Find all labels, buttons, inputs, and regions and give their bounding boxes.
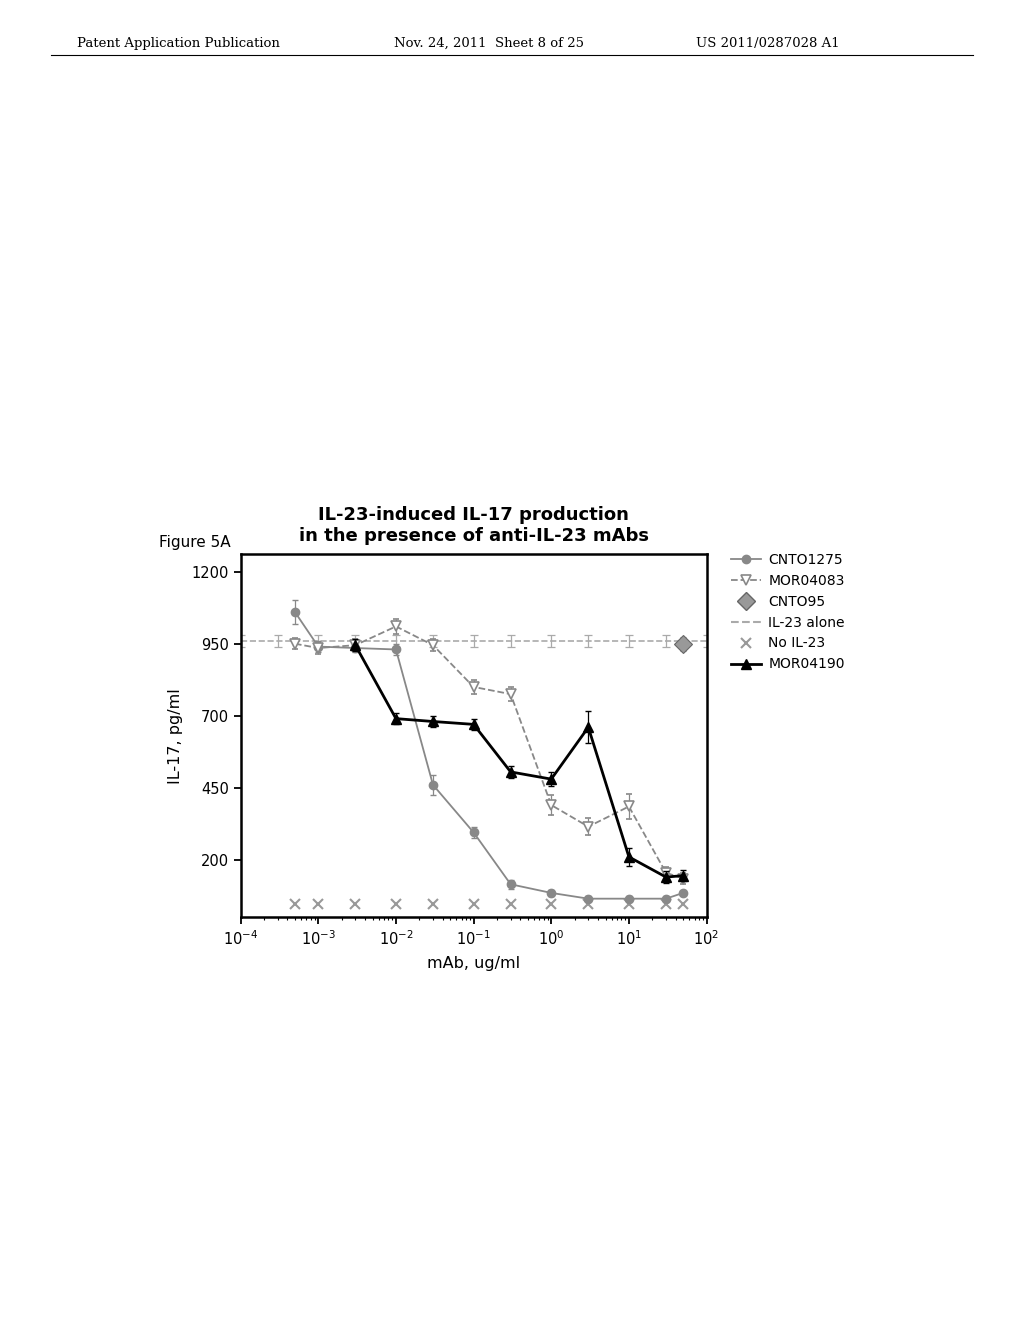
Y-axis label: IL-17, pg/ml: IL-17, pg/ml [168,688,183,784]
Title: IL-23-induced IL-17 production
in the presence of anti-IL-23 mAbs: IL-23-induced IL-17 production in the pr… [299,506,648,545]
Text: Figure 5A: Figure 5A [159,535,230,549]
Legend: CNTO1275, MOR04083, CNTO95, IL-23 alone, No IL-23, MOR04190: CNTO1275, MOR04083, CNTO95, IL-23 alone,… [725,546,850,677]
Text: US 2011/0287028 A1: US 2011/0287028 A1 [696,37,840,50]
Text: Patent Application Publication: Patent Application Publication [77,37,280,50]
X-axis label: mAb, ug/ml: mAb, ug/ml [427,956,520,972]
Text: Nov. 24, 2011  Sheet 8 of 25: Nov. 24, 2011 Sheet 8 of 25 [394,37,585,50]
